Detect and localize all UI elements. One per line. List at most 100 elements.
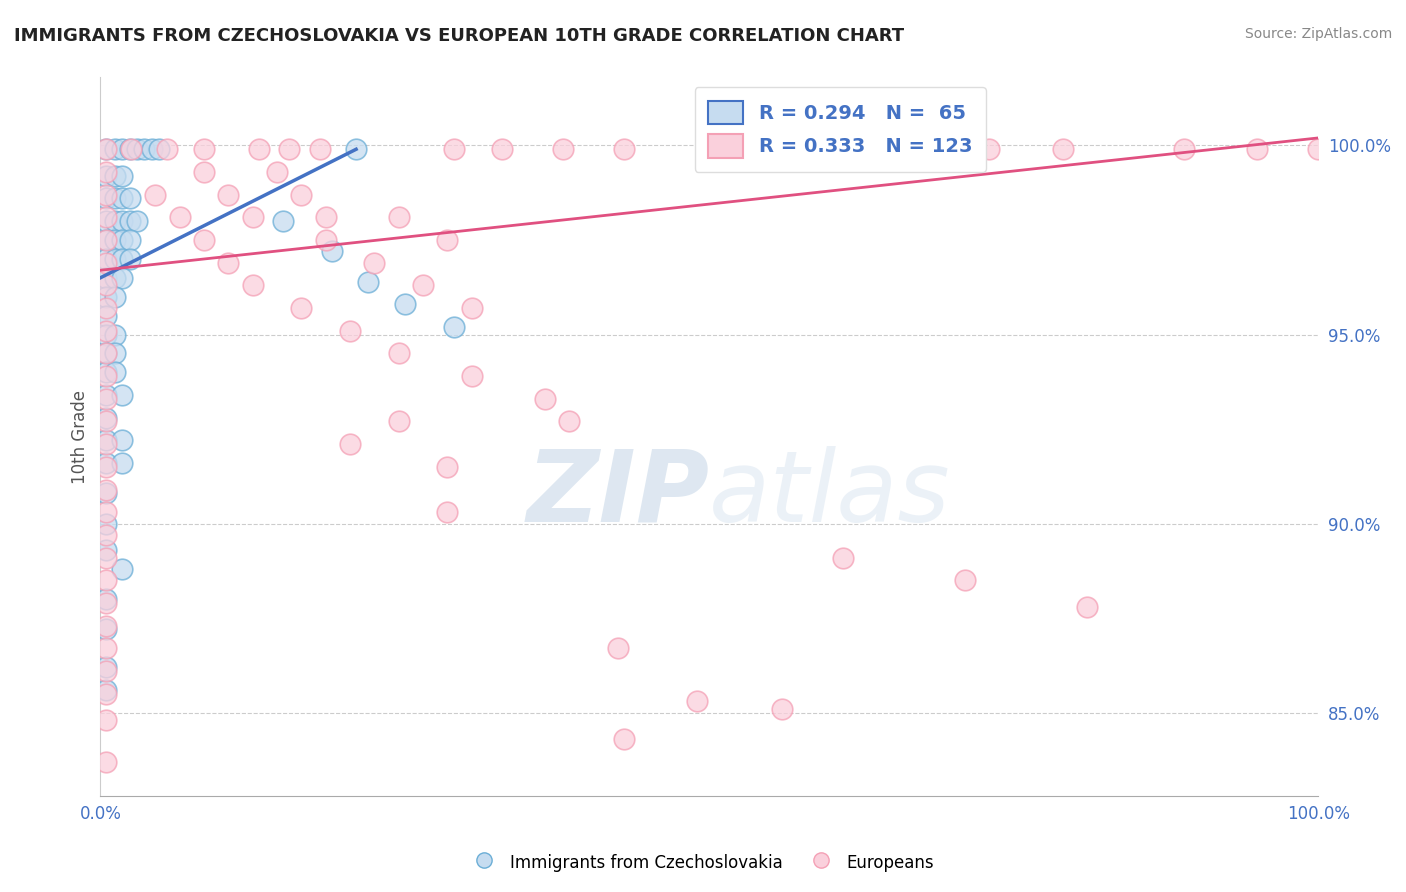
Point — [247, 142, 270, 156]
Point — [104, 252, 127, 266]
Point — [308, 142, 330, 156]
Point — [242, 211, 264, 225]
Point — [111, 142, 134, 156]
Point — [613, 732, 636, 747]
Point — [96, 713, 118, 727]
Point — [96, 459, 118, 474]
Point — [118, 191, 141, 205]
Point — [461, 301, 484, 315]
Point — [96, 169, 118, 183]
Point — [96, 596, 118, 610]
Point — [491, 142, 513, 156]
Point — [1246, 142, 1268, 156]
Point — [134, 142, 156, 156]
Point — [96, 623, 118, 637]
Point — [96, 309, 118, 323]
Point — [111, 388, 134, 402]
Point — [1052, 142, 1074, 156]
Point — [96, 437, 118, 451]
Point — [412, 278, 434, 293]
Point — [118, 214, 141, 228]
Point — [388, 211, 411, 225]
Point — [111, 169, 134, 183]
Point — [344, 142, 367, 156]
Point — [118, 142, 141, 156]
Point — [104, 191, 127, 205]
Point — [96, 324, 118, 338]
Point — [96, 641, 118, 656]
Point — [104, 142, 127, 156]
Point — [118, 233, 141, 247]
Point — [141, 142, 163, 156]
Point — [534, 392, 557, 406]
Point — [96, 214, 118, 228]
Point — [111, 214, 134, 228]
Point — [443, 320, 465, 334]
Point — [1308, 142, 1330, 156]
Point — [217, 255, 239, 269]
Point — [104, 233, 127, 247]
Point — [96, 369, 118, 384]
Point — [363, 255, 385, 269]
Point — [96, 278, 118, 293]
Point — [271, 214, 294, 228]
Point — [104, 365, 127, 379]
Point — [96, 365, 118, 379]
Point — [143, 187, 166, 202]
Point — [156, 142, 179, 156]
Point — [893, 142, 915, 156]
Point — [104, 270, 127, 285]
Point — [96, 434, 118, 448]
Point — [394, 297, 416, 311]
Point — [96, 664, 118, 678]
Point — [558, 415, 581, 429]
Point — [553, 142, 575, 156]
Point — [613, 142, 636, 156]
Point — [388, 415, 411, 429]
Point — [111, 191, 134, 205]
Legend: Immigrants from Czechoslovakia, Europeans: Immigrants from Czechoslovakia, European… — [465, 846, 941, 880]
Point — [111, 434, 134, 448]
Point — [104, 327, 127, 342]
Point — [96, 346, 118, 360]
Point — [111, 456, 134, 470]
Point — [125, 214, 148, 228]
Point — [96, 255, 118, 269]
Point — [770, 142, 793, 156]
Point — [169, 211, 191, 225]
Point — [96, 592, 118, 607]
Y-axis label: 10th Grade: 10th Grade — [72, 390, 89, 483]
Point — [96, 682, 118, 697]
Point — [96, 550, 118, 565]
Point — [96, 456, 118, 470]
Point — [339, 437, 361, 451]
Point — [96, 290, 118, 304]
Point — [242, 278, 264, 293]
Point — [193, 142, 215, 156]
Point — [96, 327, 118, 342]
Point — [96, 660, 118, 674]
Point — [118, 252, 141, 266]
Point — [1076, 599, 1098, 614]
Point — [461, 369, 484, 384]
Point — [278, 142, 301, 156]
Point — [686, 694, 709, 708]
Point — [315, 211, 337, 225]
Text: Source: ZipAtlas.com: Source: ZipAtlas.com — [1244, 27, 1392, 41]
Point — [436, 233, 458, 247]
Point — [315, 233, 337, 247]
Point — [96, 483, 118, 497]
Point — [104, 290, 127, 304]
Point — [96, 191, 118, 205]
Point — [111, 233, 134, 247]
Point — [96, 233, 118, 247]
Point — [104, 214, 127, 228]
Point — [120, 142, 142, 156]
Point — [96, 574, 118, 588]
Point — [96, 252, 118, 266]
Point — [217, 187, 239, 202]
Point — [96, 270, 118, 285]
Point — [96, 618, 118, 632]
Point — [96, 346, 118, 360]
Point — [96, 211, 118, 225]
